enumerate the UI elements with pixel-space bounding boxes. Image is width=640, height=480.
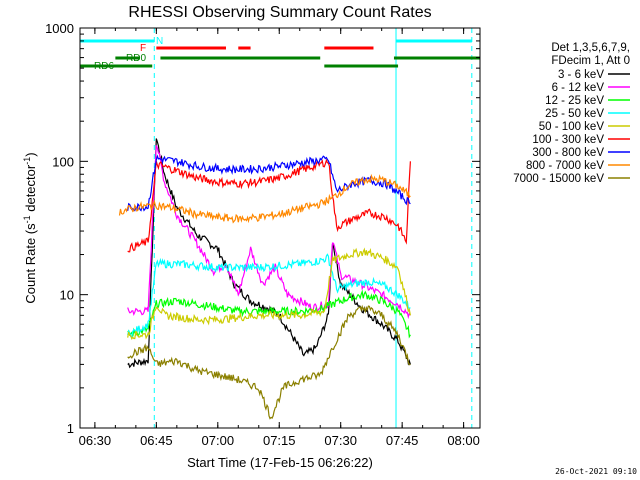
flag-label-f: F — [140, 43, 146, 54]
legend-label-7: 800 - 7000 keV — [526, 160, 604, 172]
flag-label-rd6: RD6 — [94, 61, 114, 72]
legend-label-2: 12 - 25 keV — [545, 95, 604, 107]
series-line-3 — [127, 253, 411, 338]
series-line-8 — [127, 304, 411, 420]
x-tick-label-2: 07:00 — [202, 433, 235, 448]
x-tick-label-6: 08:00 — [447, 433, 480, 448]
series-line-4 — [127, 247, 411, 340]
y-tick-label-2: 100 — [52, 154, 74, 169]
series-line-7 — [118, 173, 411, 224]
legend: Det 1,3,5,6,7,9, FDecim 1, Att 0 3 - 6 k… — [513, 42, 630, 185]
series-line-5 — [127, 158, 411, 253]
series-line-1 — [127, 145, 411, 320]
legend-label-6: 300 - 800 keV — [532, 147, 604, 159]
chart-title: RHESSI Observing Summary Count Rates — [128, 4, 431, 21]
flag-label-n: N — [156, 36, 163, 47]
x-tick-label-1: 06:45 — [140, 433, 173, 448]
legend-label-0: 3 - 6 keV — [558, 69, 604, 81]
y-tick-label-0: 1 — [67, 421, 74, 436]
legend-label-3: 25 - 50 keV — [545, 108, 604, 120]
x-tick-label-5: 07:45 — [386, 433, 419, 448]
legend-label-1: 6 - 12 keV — [552, 82, 605, 94]
y-axis-label: Count Rate (s-1 detector-1) — [22, 152, 38, 303]
y-axis: 1 10 100 1000 — [45, 21, 480, 436]
y-tick-label-1: 10 — [60, 288, 74, 303]
legend-label-4: 50 - 100 keV — [539, 121, 605, 133]
legend-header-2: FDecim 1, Att 0 — [551, 55, 630, 67]
legend-header-1: Det 1,3,5,6,7,9, — [551, 42, 630, 54]
x-axis-label: Start Time (17-Feb-15 06:26:22) — [187, 455, 373, 470]
series-line-6 — [127, 154, 411, 212]
x-tick-label-0: 06:30 — [79, 433, 112, 448]
y-tick-label-3: 1000 — [45, 21, 74, 36]
x-tick-label-4: 07:30 — [324, 433, 357, 448]
x-axis: 06:30 06:45 07:00 07:15 07:30 07:45 08:00 — [79, 28, 480, 448]
generation-timestamp: 26-Oct-2021 09:10 — [555, 467, 637, 476]
legend-label-8: 7000 - 15000 keV — [513, 173, 604, 185]
legend-label-5: 100 - 300 keV — [532, 134, 604, 146]
flag-label-rd0: RD0 — [126, 53, 146, 64]
plot-frame — [79, 27, 481, 429]
x-tick-label-3: 07:15 — [263, 433, 296, 448]
